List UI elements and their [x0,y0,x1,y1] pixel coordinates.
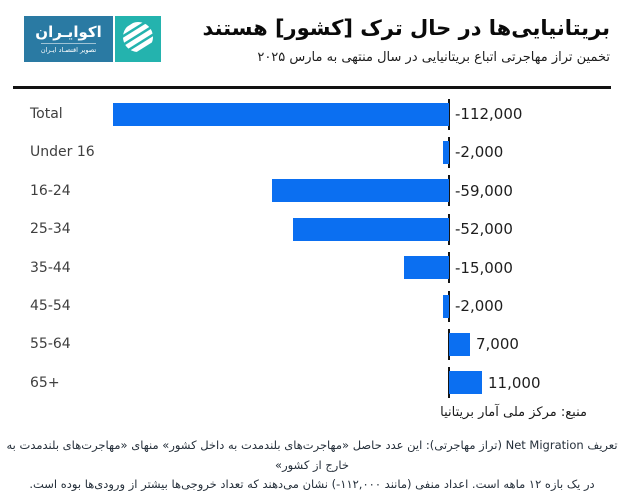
category-label: Total [30,106,63,122]
category-label: 25-34 [30,221,71,238]
logo-tagline: تصویر اقتصـاد ایـران [40,42,97,55]
baseline-tick [448,136,450,168]
baseline-tick [448,98,450,130]
value-label: -59,000 [455,181,513,200]
chart-row: 25-34 -52,000 [0,210,624,248]
header-divider [13,86,611,89]
infographic-page: { "logo": { "name": "اکوایـران", "taglin… [0,13,624,491]
category-label: Under 16 [30,144,95,161]
value-label: -112,000 [455,105,523,123]
baseline-tick [448,290,450,322]
ecoiran-logo: اکوایـران تصویر اقتصـاد ایـران [24,16,161,62]
bar [272,179,449,203]
bar [113,102,449,126]
footnote: تعریف Net Migration (تراز مهاجرتی): این … [5,436,619,495]
bar [449,332,470,356]
bar [443,294,449,318]
ecoiran-striped-globe-icon [117,16,159,61]
bar [404,256,449,280]
category-label: 55-64 [30,336,71,353]
value-label: 7,000 [476,335,519,354]
footnote-line-1: تعریف Net Migration (تراز مهاجرتی): این … [6,438,618,472]
value-label: -15,000 [455,258,513,277]
category-label: 65+ [30,374,60,391]
chart-row: 35-44 -15,000 [0,249,624,287]
bar [443,140,449,164]
logo-text-box: اکوایـران تصویر اقتصـاد ایـران [24,16,113,62]
chart-row: 16-24 -59,000 [0,172,624,210]
category-label: 16-24 [30,182,71,199]
chart-row: 55-64 7,000 [0,325,624,363]
baseline-tick [448,175,450,207]
bar [293,217,449,241]
chart-row: 45-54 -2,000 [0,287,624,325]
baseline-tick [448,252,450,284]
chart-row: 65+ 11,000 [0,364,624,402]
category-label: 45-54 [30,298,71,314]
value-label: -2,000 [455,297,504,315]
page-title: بریتانیایی‌ها در حال ترک [کشور] هستند [202,16,610,40]
baseline-tick [448,213,450,245]
chart-row: Total -112,000 [0,95,624,133]
source-note: منبع: مرکز ملی آمار بریتانیا [440,405,587,420]
logo-mark-box [115,16,161,62]
chart-row: Under 16 -2,000 [0,133,624,171]
header-text: بریتانیایی‌ها در حال ترک [کشور] هستند تخ… [170,13,610,68]
logo-brand-name: اکوایـران [35,22,102,41]
value-label: -2,000 [455,143,504,162]
category-label: 35-44 [30,259,71,276]
value-label: -52,000 [455,220,513,239]
bar [449,371,482,395]
page-subtitle: تخمین تراز مهاجرتی اتباع بریتانیایی در س… [257,50,610,65]
bar-chart: Total -112,000 Under 16 -2,000 16-24 -59,000 2… [0,95,624,403]
value-label: 11,000 [488,373,541,392]
